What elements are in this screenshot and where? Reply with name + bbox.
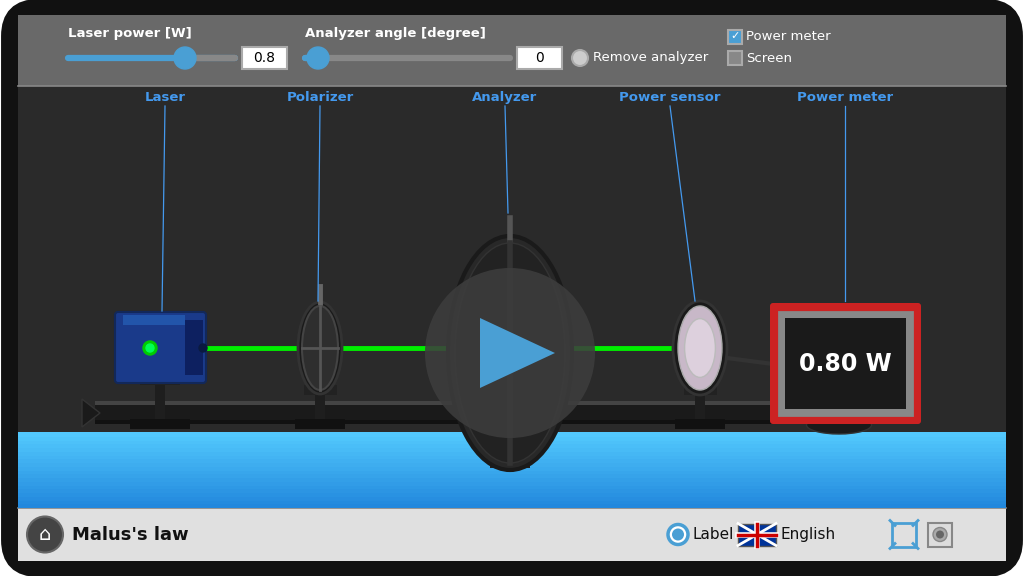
Bar bbox=[18, 439, 1006, 444]
Text: ✓: ✓ bbox=[730, 31, 739, 41]
Circle shape bbox=[174, 47, 196, 69]
Bar bbox=[18, 86, 1006, 508]
Bar bbox=[18, 15, 1006, 86]
Bar bbox=[835, 421, 843, 425]
Polygon shape bbox=[82, 399, 100, 427]
Ellipse shape bbox=[685, 319, 716, 377]
Bar bbox=[18, 488, 1006, 493]
Bar bbox=[18, 447, 1006, 452]
Bar bbox=[315, 390, 325, 421]
Bar bbox=[18, 477, 1006, 482]
Circle shape bbox=[668, 525, 688, 544]
Bar bbox=[18, 436, 1006, 441]
Bar bbox=[18, 484, 1006, 489]
FancyBboxPatch shape bbox=[115, 312, 206, 383]
Circle shape bbox=[143, 341, 157, 355]
Polygon shape bbox=[480, 318, 555, 388]
Bar bbox=[95, 401, 840, 405]
Text: Label: Label bbox=[693, 527, 734, 542]
Ellipse shape bbox=[455, 243, 565, 463]
FancyBboxPatch shape bbox=[728, 51, 742, 65]
Bar bbox=[304, 385, 337, 395]
FancyBboxPatch shape bbox=[517, 47, 562, 69]
Text: ⌂: ⌂ bbox=[39, 525, 51, 544]
Circle shape bbox=[572, 50, 588, 66]
Bar bbox=[123, 315, 185, 325]
Bar bbox=[684, 385, 717, 395]
Bar bbox=[840, 399, 860, 423]
Ellipse shape bbox=[302, 306, 338, 390]
Bar bbox=[18, 492, 1006, 497]
Bar bbox=[18, 508, 1006, 561]
Circle shape bbox=[933, 528, 947, 541]
Circle shape bbox=[27, 517, 63, 552]
Circle shape bbox=[672, 529, 684, 540]
Circle shape bbox=[307, 47, 329, 69]
Bar bbox=[695, 390, 705, 421]
Bar bbox=[18, 451, 1006, 456]
Bar bbox=[675, 419, 725, 429]
Bar bbox=[130, 419, 190, 429]
Bar bbox=[95, 405, 840, 421]
Text: Remove analyzer: Remove analyzer bbox=[593, 51, 709, 65]
FancyBboxPatch shape bbox=[8, 6, 1016, 570]
Text: 0.80 W: 0.80 W bbox=[799, 352, 891, 376]
Ellipse shape bbox=[673, 301, 727, 395]
Bar bbox=[18, 458, 1006, 463]
Text: Analyzer angle [degree]: Analyzer angle [degree] bbox=[305, 28, 485, 40]
FancyBboxPatch shape bbox=[728, 30, 742, 44]
Text: Laser power [W]: Laser power [W] bbox=[68, 28, 191, 40]
Bar bbox=[18, 503, 1006, 508]
Bar bbox=[779, 312, 912, 415]
Bar bbox=[18, 496, 1006, 501]
Bar bbox=[490, 458, 530, 468]
Text: Laser: Laser bbox=[144, 91, 185, 104]
Bar bbox=[140, 375, 180, 385]
Circle shape bbox=[199, 344, 207, 352]
Bar bbox=[295, 419, 345, 429]
Bar bbox=[18, 481, 1006, 486]
Text: Screen: Screen bbox=[746, 51, 792, 65]
FancyBboxPatch shape bbox=[928, 522, 952, 547]
Text: Power meter: Power meter bbox=[797, 91, 893, 104]
FancyBboxPatch shape bbox=[770, 303, 921, 424]
Bar bbox=[185, 320, 203, 375]
Bar bbox=[505, 421, 515, 463]
Text: 0: 0 bbox=[535, 51, 544, 65]
Bar bbox=[18, 432, 1006, 437]
Bar bbox=[18, 462, 1006, 467]
Text: English: English bbox=[781, 527, 837, 542]
Bar bbox=[18, 454, 1006, 459]
Ellipse shape bbox=[298, 302, 342, 394]
Text: Power sensor: Power sensor bbox=[620, 91, 721, 104]
Circle shape bbox=[936, 530, 944, 539]
Ellipse shape bbox=[678, 306, 722, 390]
Bar bbox=[738, 524, 776, 545]
Text: Malus's law: Malus's law bbox=[72, 525, 188, 544]
Bar bbox=[18, 469, 1006, 474]
Ellipse shape bbox=[449, 236, 572, 470]
Ellipse shape bbox=[807, 416, 871, 434]
Bar bbox=[18, 473, 1006, 478]
FancyBboxPatch shape bbox=[242, 47, 287, 69]
Bar bbox=[480, 419, 540, 429]
Bar bbox=[785, 318, 906, 409]
FancyBboxPatch shape bbox=[18, 15, 1006, 561]
Bar bbox=[95, 420, 840, 424]
Bar bbox=[155, 380, 165, 421]
Text: Analyzer: Analyzer bbox=[472, 91, 538, 104]
Circle shape bbox=[146, 344, 154, 352]
Bar bbox=[18, 499, 1006, 504]
Bar bbox=[18, 444, 1006, 448]
Bar bbox=[18, 466, 1006, 471]
Circle shape bbox=[425, 268, 595, 438]
Text: 0.8: 0.8 bbox=[253, 51, 275, 65]
Text: Power meter: Power meter bbox=[746, 29, 830, 43]
Text: Polarizer: Polarizer bbox=[287, 91, 353, 104]
